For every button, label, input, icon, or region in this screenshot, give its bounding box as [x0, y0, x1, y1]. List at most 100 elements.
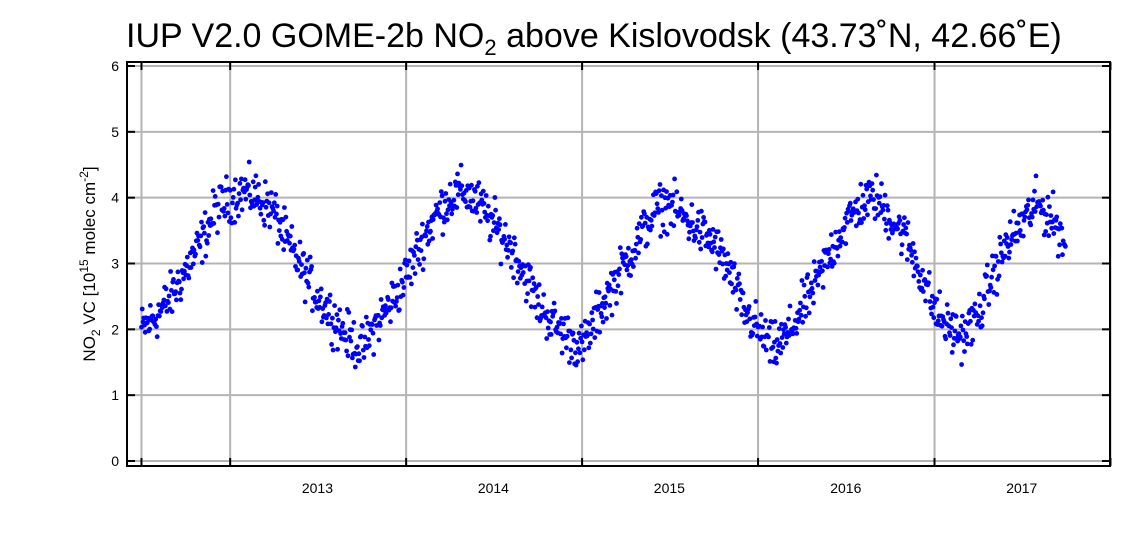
data-point — [239, 207, 245, 213]
data-point — [559, 316, 564, 321]
data-point — [776, 326, 782, 332]
data-point — [376, 337, 382, 343]
data-point — [191, 247, 197, 253]
data-point — [709, 249, 715, 255]
data-point — [256, 182, 261, 187]
data-point — [467, 204, 473, 210]
data-point — [904, 257, 910, 262]
data-point — [246, 183, 251, 188]
data-point — [810, 290, 816, 296]
data-point — [871, 197, 876, 203]
data-point — [750, 331, 756, 336]
data-point — [406, 258, 412, 264]
data-point — [600, 301, 605, 306]
data-point — [990, 267, 996, 273]
data-point — [589, 310, 595, 316]
data-point — [746, 304, 752, 309]
data-point — [856, 210, 861, 216]
data-point — [357, 358, 362, 364]
data-point — [262, 222, 267, 228]
data-point — [273, 192, 279, 197]
data-point — [163, 303, 168, 309]
data-point — [903, 225, 909, 231]
data-point — [541, 292, 547, 297]
data-point — [243, 196, 249, 202]
data-point — [564, 333, 570, 339]
data-point — [842, 215, 848, 221]
data-point — [1007, 219, 1013, 225]
data-point — [246, 159, 252, 165]
data-point — [199, 219, 204, 225]
data-point — [166, 293, 172, 299]
data-point — [530, 275, 536, 281]
data-point — [532, 304, 538, 310]
data-point — [291, 246, 297, 252]
data-point — [474, 210, 480, 215]
data-point — [548, 319, 553, 325]
data-point — [642, 211, 647, 217]
data-point — [195, 238, 201, 243]
data-point — [1007, 249, 1012, 255]
data-point — [642, 220, 648, 226]
data-point — [916, 279, 922, 284]
data-point — [897, 218, 903, 223]
data-point — [403, 257, 408, 263]
data-point — [174, 297, 179, 303]
data-point — [230, 195, 236, 200]
data-point — [602, 294, 608, 300]
data-point — [807, 294, 813, 300]
data-point — [161, 297, 167, 303]
data-point — [397, 266, 403, 272]
data-point — [1041, 207, 1046, 213]
data-point — [733, 287, 739, 293]
data-point — [626, 245, 631, 251]
data-point — [606, 282, 612, 288]
ylabel-sup: 15 — [77, 259, 91, 273]
data-point — [886, 236, 892, 241]
data-point — [210, 188, 216, 194]
data-point — [481, 201, 487, 206]
data-point — [193, 251, 198, 257]
data-point — [206, 233, 212, 238]
data-point — [375, 312, 381, 318]
data-point — [224, 174, 229, 180]
data-point — [734, 276, 740, 281]
data-point — [491, 220, 497, 226]
data-point — [175, 269, 181, 275]
data-point — [580, 357, 586, 363]
data-point — [536, 302, 541, 307]
data-point — [455, 171, 460, 177]
data-point — [400, 292, 406, 298]
data-point — [819, 258, 824, 264]
data-point — [712, 245, 717, 250]
data-point — [1057, 221, 1063, 227]
data-point — [796, 316, 802, 322]
data-point — [458, 162, 464, 168]
data-point — [870, 187, 876, 193]
data-point — [302, 299, 308, 305]
data-point — [515, 269, 521, 274]
data-point — [992, 263, 997, 269]
data-point — [371, 352, 377, 357]
y-tick-label: 3 — [111, 256, 119, 272]
data-point — [363, 314, 369, 320]
data-point — [480, 188, 486, 194]
data-point — [848, 218, 854, 223]
data-point — [989, 274, 994, 280]
data-point — [884, 203, 890, 209]
data-point — [915, 263, 920, 269]
data-point — [588, 331, 594, 337]
data-point — [697, 229, 703, 235]
data-point — [947, 333, 953, 338]
data-point — [1054, 214, 1060, 220]
data-point — [831, 260, 837, 266]
data-point — [664, 189, 669, 195]
data-point — [861, 216, 867, 221]
data-point — [617, 245, 623, 251]
data-point — [420, 267, 426, 273]
data-point — [590, 317, 595, 323]
data-point — [836, 229, 842, 235]
data-point — [710, 227, 716, 232]
data-point — [747, 316, 753, 322]
data-point — [787, 303, 793, 309]
